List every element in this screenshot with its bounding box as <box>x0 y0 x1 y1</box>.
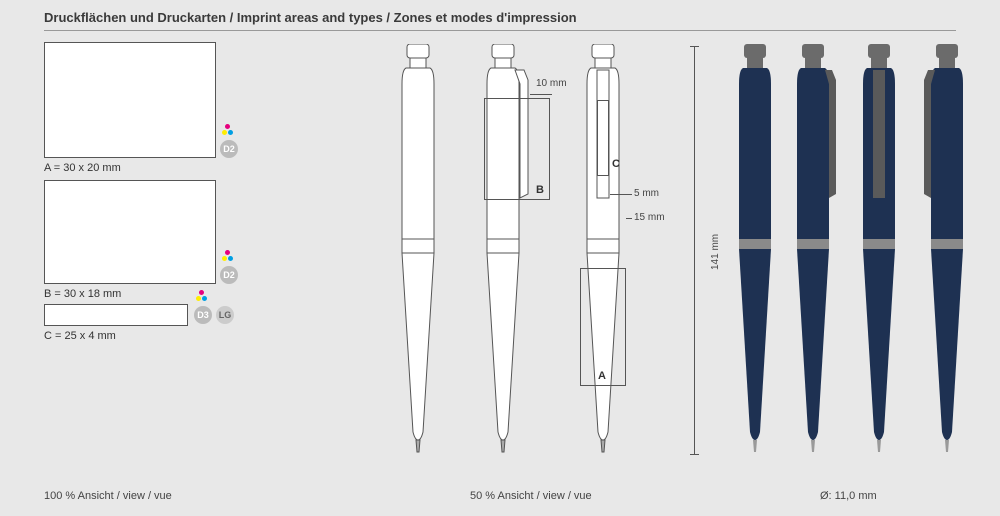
zone-b-label: B <box>536 184 544 196</box>
dim-15mm: 15 mm <box>634 212 665 223</box>
footer-diameter: Ø: 11,0 mm <box>820 490 877 502</box>
d3-badge-icon: D3 <box>194 306 212 324</box>
zone-a-label: A <box>598 370 606 382</box>
area-box-b <box>44 180 216 284</box>
area-box-a <box>44 42 216 158</box>
area-label-a: A = 30 x 20 mm <box>44 162 121 174</box>
page-title: Druckflächen und Druckarten / Imprint ar… <box>44 10 577 25</box>
cmyk-icon <box>222 124 236 138</box>
dim-height: 141 mm <box>710 234 721 270</box>
zone-c-box <box>597 100 609 176</box>
pen-render-1 <box>732 44 778 459</box>
d2-badge-icon: D2 <box>220 266 238 284</box>
dim-5mm: 5 mm <box>634 188 659 199</box>
footer-mid: 50 % Ansicht / view / vue <box>470 490 592 502</box>
cmyk-icon <box>196 290 210 304</box>
pen-render-4 <box>914 44 970 459</box>
area-box-c <box>44 304 188 326</box>
area-label-c: C = 25 x 4 mm <box>44 330 116 342</box>
d2-badge-icon: D2 <box>220 140 238 158</box>
footer-left: 100 % Ansicht / view / vue <box>44 490 172 502</box>
title-rule <box>44 30 956 31</box>
pen-render-3 <box>856 44 902 459</box>
lg-badge-icon: LG <box>216 306 234 324</box>
pen-outline-1 <box>395 44 441 454</box>
dim-10mm: 10 mm <box>536 78 567 89</box>
zone-c-label: C <box>612 158 620 170</box>
area-label-b: B = 30 x 18 mm <box>44 288 121 300</box>
cmyk-icon <box>222 250 236 264</box>
pen-render-2 <box>790 44 846 459</box>
zone-a-box <box>580 268 626 386</box>
